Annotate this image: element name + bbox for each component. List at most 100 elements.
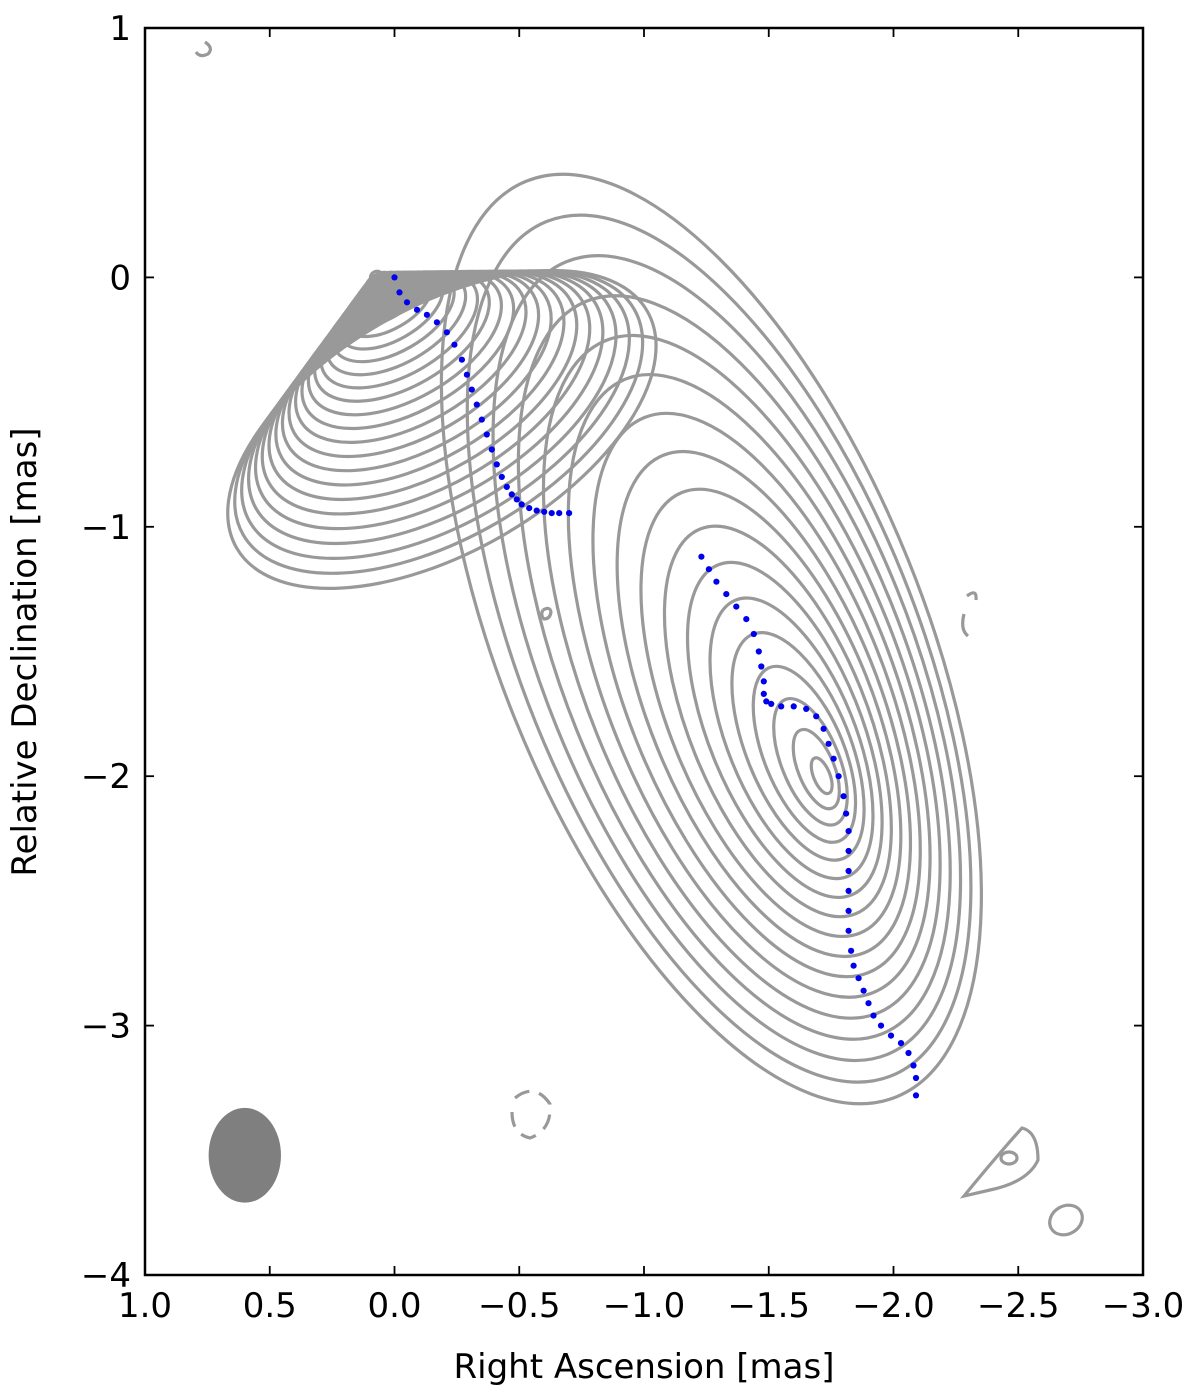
x-tick-label: 0.0 [367,1286,421,1326]
ridge-point-1 [566,509,573,517]
contour-level [274,269,566,487]
contour-level [615,449,913,959]
contour-level [280,269,553,473]
contour-knot-inner [999,1150,1019,1166]
ridge-point-2 [870,1012,877,1019]
ridge-point-1 [413,306,421,313]
ridge-point-2 [768,700,775,708]
contour-level [541,333,942,1020]
y-tick-label: −2 [81,757,131,797]
contour-level [708,596,875,881]
contour-group-1 [226,269,658,590]
ridge-point-2 [845,828,852,835]
ridge-point-2 [865,1000,872,1007]
beam-ellipse [208,1107,281,1203]
ridge-point-1 [391,274,398,281]
contour-blob-right [961,591,978,638]
ridge-point-1 [488,446,495,453]
contour-level [253,269,605,531]
ridge-point-1 [468,386,475,393]
contour-level [809,756,834,796]
ridge-point-2 [813,713,820,720]
ridge-point-1 [451,341,458,348]
ridge-point-1 [498,473,505,480]
contour-level [751,664,858,844]
ridge-point-2 [778,703,785,710]
ridge-point-2 [912,1092,920,1099]
y-tick-label: −1 [81,508,131,548]
y-tick-label: 0 [109,258,131,298]
ridge-point-2 [698,553,705,560]
ridge-point-2 [845,927,852,934]
contour-level [306,269,504,417]
ridge-point-2 [860,987,867,994]
ridge-point-1 [423,311,430,318]
ridge-point-2 [835,773,842,780]
beam-layer [208,1107,281,1203]
x-tick-label: −2.0 [852,1286,935,1326]
contour-level [662,524,893,919]
ridge-point-1 [541,508,548,515]
ridge-point-2 [848,947,855,954]
contour-blob-topleft [194,40,212,58]
ridge-point-2 [825,740,832,747]
ridge-point-2 [905,1049,912,1057]
x-tick-label: 1.0 [118,1286,172,1326]
contour-level [364,270,393,293]
y-tick-label: 1 [109,9,131,49]
ridge-point-1 [508,491,515,498]
contour-level [337,270,445,351]
ridge-point-2 [763,698,770,705]
ridge-point-1 [503,483,510,490]
contour-negative [510,1089,552,1140]
ridge-point-1 [556,509,563,517]
ridge-point-2 [723,591,730,598]
x-tick-label: −0.5 [478,1286,561,1326]
x-tick-label: 0.5 [243,1286,297,1326]
ridge-point-1 [433,319,440,326]
ridge-point-2 [877,1022,885,1029]
y-tick-label: −4 [81,1256,131,1296]
contour-level [354,270,412,315]
ridge-point-2 [887,1032,895,1039]
ridge-point-2 [845,847,852,855]
x-tick-label: −1.0 [603,1286,686,1326]
ridge-point-2 [743,616,750,623]
ridge-point-1 [463,371,470,378]
ridge-point-1 [443,329,450,336]
ridge-point-2 [850,962,857,969]
contour-level [591,411,922,979]
ridge-point-2 [758,663,765,670]
contour-level [772,696,849,827]
ridge-point-1 [396,289,403,296]
ridge-point-2 [840,793,847,800]
contour-level [300,269,516,431]
contour-level [439,172,983,1106]
contour-blob-center [540,606,553,621]
contour-level [368,269,384,284]
ridge-point-1 [513,496,520,503]
ridge-point-1 [478,416,485,423]
ridge-point-1 [473,401,480,408]
x-tick-label: −2.5 [977,1286,1060,1326]
ridge-layer [391,274,920,1099]
contour-level [791,727,841,811]
ridge-point-2 [760,678,767,685]
contour-knot-small [1048,1203,1084,1237]
ridge-point-2 [760,690,767,698]
ridge-point-2 [713,578,720,585]
ridge-point-1 [483,431,490,438]
ridge-point-2 [855,975,862,982]
contour-level [516,294,952,1041]
ridge-point-1 [403,299,411,306]
ridge-point-2 [912,1074,920,1082]
ridge-point-1 [526,505,533,512]
contour-level [639,487,903,938]
ridge-point-2 [843,810,850,817]
contour-level [359,270,402,303]
contour-level [240,269,631,560]
contour-level [491,254,963,1063]
ridge-point-1 [493,461,500,468]
